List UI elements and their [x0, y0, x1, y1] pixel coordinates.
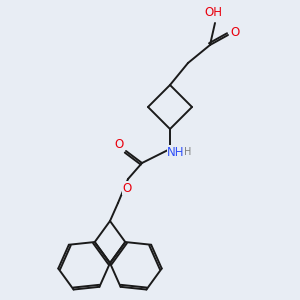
Text: H: H [184, 147, 192, 157]
Text: NH: NH [167, 146, 185, 158]
Text: O: O [114, 139, 124, 152]
Text: O: O [230, 26, 240, 40]
Text: OH: OH [204, 7, 222, 20]
Text: O: O [122, 182, 132, 194]
